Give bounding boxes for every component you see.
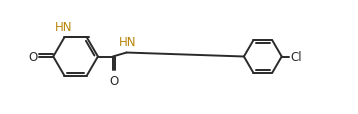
- Text: HN: HN: [54, 21, 72, 34]
- Text: O: O: [28, 51, 37, 63]
- Text: Cl: Cl: [290, 51, 302, 63]
- Text: O: O: [109, 74, 118, 87]
- Text: HN: HN: [119, 36, 136, 49]
